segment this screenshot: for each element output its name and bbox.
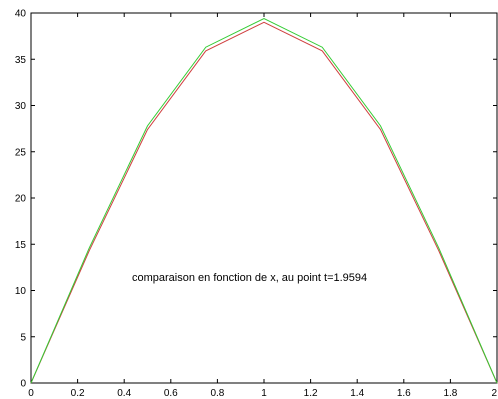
- y-tick-label: 5: [20, 332, 26, 343]
- axis-ticks: 0 0.2 0.4 0.6 0.8 1 1.2 1.4 1.6 1.8 20510152025303…: [15, 9, 498, 399]
- y-tick-label: 30: [15, 101, 27, 112]
- y-tick-label: 35: [15, 55, 27, 66]
- y-tick-label: 0: [20, 379, 26, 390]
- series-lines: [30, 17, 498, 384]
- x-tick-label: 0: [28, 388, 34, 399]
- x-tick-label: 1.2: [304, 388, 318, 399]
- chart-annotation: comparaison en fonction de x, au point t…: [132, 272, 367, 284]
- series-line-2: [30, 17, 498, 384]
- y-tick-label: 20: [15, 194, 27, 205]
- x-tick-label: 0.2: [71, 388, 85, 399]
- x-tick-label: 0.4: [117, 388, 131, 399]
- x-tick-label: 1: [261, 388, 267, 399]
- y-tick-label: 25: [15, 147, 27, 158]
- x-tick-label: 0.6: [164, 388, 178, 399]
- x-tick-label: 1.4: [350, 388, 364, 399]
- x-tick-label: 1.6: [397, 388, 411, 399]
- plot-area-frame: [30, 12, 498, 384]
- series-line-1: [30, 21, 498, 384]
- y-tick-label: 10: [15, 286, 27, 297]
- x-tick-label: 2: [491, 388, 497, 399]
- x-tick-label: 0.8: [210, 388, 224, 399]
- y-tick-label: 40: [15, 9, 27, 20]
- y-tick-label: 15: [15, 240, 27, 251]
- x-tick-label: 1.8: [443, 388, 457, 399]
